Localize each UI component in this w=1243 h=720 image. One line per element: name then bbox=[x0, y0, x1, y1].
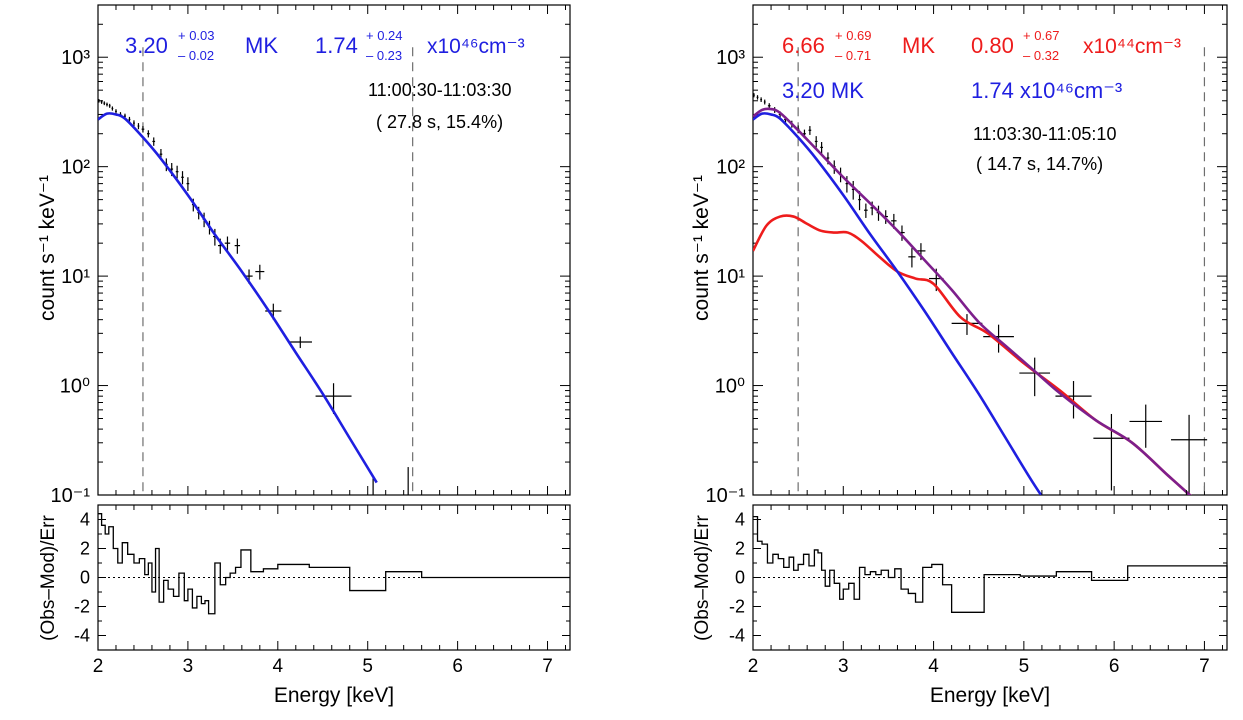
right-total-model-curve bbox=[753, 107, 1192, 495]
left-cold-temp-down: – 0.02 bbox=[178, 48, 214, 63]
right-hot-em-up: + 0.67 bbox=[1023, 28, 1060, 43]
left-residual-tick-label: -2 bbox=[74, 597, 90, 617]
left-y-axis-label: count s⁻¹ keV⁻¹ bbox=[36, 175, 59, 321]
left-residual-tick-label: 0 bbox=[80, 568, 90, 588]
left-residual-steps bbox=[98, 513, 570, 615]
left-residual-tick-label: 2 bbox=[80, 539, 90, 559]
right-y-tick-label: 10⁰ bbox=[715, 376, 745, 398]
left-spectrum-frame bbox=[97, 4, 571, 496]
right-residual-tick-label: -2 bbox=[729, 597, 745, 617]
right-x-tick-label: 5 bbox=[1019, 656, 1030, 677]
left-time-range: 11:00:30-11:03:30 bbox=[368, 80, 511, 100]
right-y-tick-label: 10¹ bbox=[716, 266, 745, 288]
left-x-tick-label: 6 bbox=[452, 656, 463, 677]
right-plot-area bbox=[753, 93, 1208, 495]
left-y-tick-label: 10⁰ bbox=[60, 376, 90, 398]
right-hot-model-curve bbox=[753, 214, 1192, 495]
left-x-tick-label: 7 bbox=[542, 656, 553, 677]
right-stats: ( 14.7 s, 14.7%) bbox=[976, 154, 1103, 174]
right-time-range: 11:03:30-11:05:10 bbox=[973, 124, 1116, 144]
right-y-tick-label: 10² bbox=[716, 157, 745, 179]
right-x-tick-label: 3 bbox=[838, 656, 849, 677]
left-y-tick-label: 10⁻¹ bbox=[51, 485, 91, 507]
right-x-tick-label: 6 bbox=[1109, 656, 1120, 677]
right-residual-y-axis-label: (Obs–Mod)/Err bbox=[692, 515, 713, 641]
right-cold-model-curve bbox=[753, 112, 1043, 495]
right-residual-steps bbox=[753, 515, 1228, 613]
left-spectrum-plot: 10⁻¹ 10⁰ 10¹ 10² 10³ bbox=[51, 4, 571, 650]
right-residual-tick-label: 2 bbox=[735, 539, 745, 559]
left-stats: ( 27.8 s, 15.4%) bbox=[376, 112, 503, 132]
left-cold-em-unit: x10⁴⁶cm⁻³ bbox=[427, 35, 525, 58]
right-x-tick-label: 2 bbox=[748, 656, 759, 677]
left-panel: 10⁻¹ 10⁰ 10¹ 10² 10³ 2 3 4 5 6 7 -4 -2 0 2 4 3.20 + 0.… bbox=[36, 4, 571, 707]
right-residual-tick-label: -4 bbox=[729, 626, 745, 646]
left-cold-model-curve bbox=[98, 112, 378, 484]
left-y-tick-label: 10¹ bbox=[61, 266, 90, 288]
left-cold-em-up: + 0.24 bbox=[366, 28, 403, 43]
left-cold-temp-up: + 0.03 bbox=[178, 28, 215, 43]
left-cold-em: 1.74 bbox=[315, 33, 358, 58]
left-cold-temp: 3.20 bbox=[125, 33, 168, 58]
left-y-tick-label: 10² bbox=[61, 157, 90, 179]
left-y-tick-label: 10³ bbox=[61, 47, 90, 69]
left-x-axis-label: Energy [keV] bbox=[274, 684, 394, 707]
right-x-axis-label: Energy [keV] bbox=[930, 684, 1050, 707]
left-residual-tick-label: 4 bbox=[80, 510, 90, 530]
right-cold-em: 1.74 x10⁴⁶cm⁻³ bbox=[971, 78, 1122, 103]
left-x-tick-label: 2 bbox=[93, 656, 104, 677]
left-x-tick-label: 5 bbox=[362, 656, 373, 677]
right-cold-temp: 3.20 MK bbox=[782, 78, 864, 103]
right-residual-plot: 2 3 4 5 6 7 -4 -2 0 2 4 bbox=[729, 5, 1228, 677]
right-hot-em-down: – 0.32 bbox=[1023, 48, 1059, 63]
right-x-tick-label: 7 bbox=[1199, 656, 1210, 677]
right-residual-tick-label: 0 bbox=[735, 568, 745, 588]
right-panel: 10⁻¹ 10⁰ 10¹ 10² 10³ 2 3 4 5 6 7 -4 -2 0 2 4 6.66 + 0.… bbox=[690, 4, 1228, 707]
left-plot-area bbox=[98, 99, 409, 495]
left-cold-temp-unit: MK bbox=[245, 33, 278, 58]
left-residual-tick-label: -4 bbox=[74, 626, 90, 646]
right-x-tick-label: 4 bbox=[928, 656, 939, 677]
right-y-tick-label: 10⁻¹ bbox=[706, 485, 746, 507]
left-residual-plot: 2 3 4 5 6 7 -4 -2 0 2 4 bbox=[74, 5, 571, 677]
right-hot-temp-up: + 0.69 bbox=[835, 28, 872, 43]
right-residual-tick-label: 4 bbox=[735, 510, 745, 530]
left-x-tick-label: 4 bbox=[273, 656, 284, 677]
right-y-tick-label: 10³ bbox=[716, 47, 745, 69]
right-hot-temp-unit: MK bbox=[902, 33, 935, 58]
right-hot-temp-down: – 0.71 bbox=[835, 48, 871, 63]
left-cold-em-down: – 0.23 bbox=[366, 48, 402, 63]
right-y-axis-label: count s⁻¹ keV⁻¹ bbox=[690, 175, 713, 321]
left-residual-y-axis-label: (Obs–Mod)/Err bbox=[38, 515, 59, 641]
right-hot-em: 0.80 bbox=[971, 33, 1014, 58]
left-x-tick-label: 3 bbox=[183, 656, 194, 677]
right-hot-temp: 6.66 bbox=[782, 33, 825, 58]
right-hot-em-unit: x10⁴⁴cm⁻³ bbox=[1083, 35, 1181, 58]
